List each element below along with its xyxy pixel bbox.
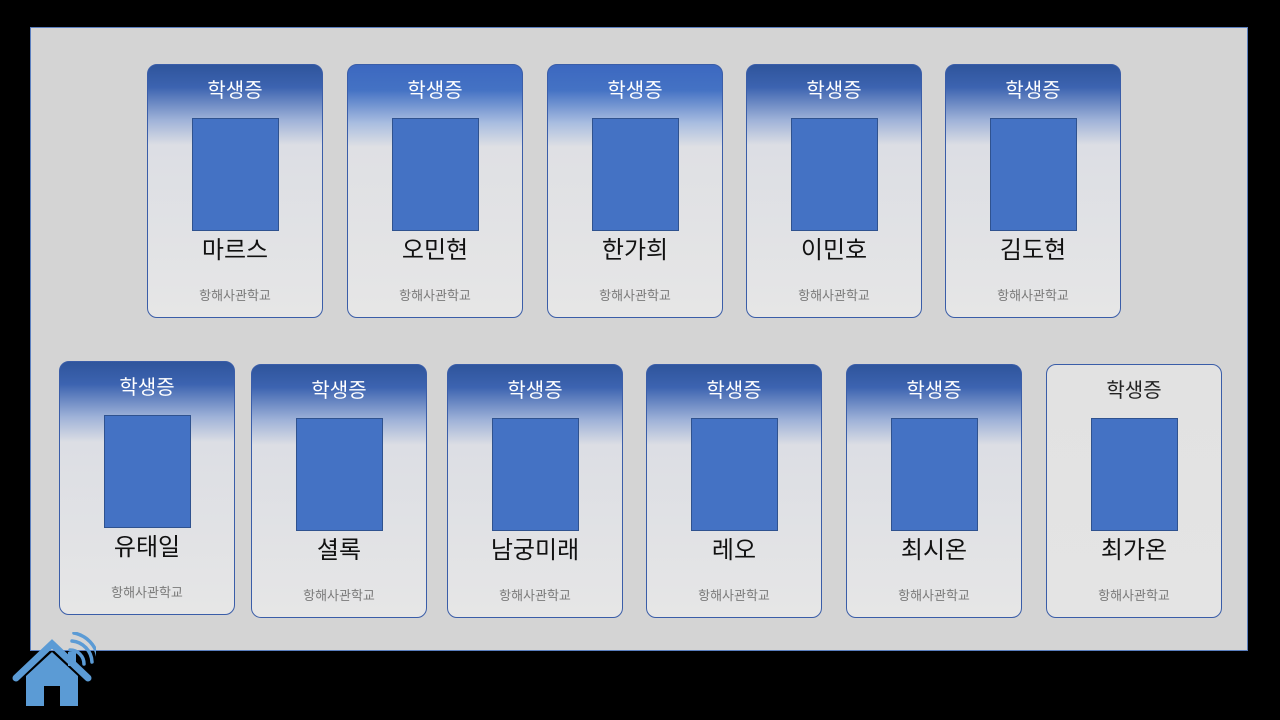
card-title: 학생증 xyxy=(1106,378,1162,402)
school-name: 항해사관학교 xyxy=(997,289,1069,304)
student-card-9[interactable]: 학생증 최시온 항해사관학교 xyxy=(846,364,1022,618)
card-title: 학생증 xyxy=(119,375,175,399)
student-name: 한가희 xyxy=(601,236,669,264)
card-title: 학생증 xyxy=(806,78,862,102)
photo-placeholder xyxy=(691,418,778,531)
photo-placeholder xyxy=(891,418,978,531)
student-name: 오민현 xyxy=(401,236,469,264)
student-card-10[interactable]: 학생증 최가온 항해사관학교 xyxy=(1046,364,1222,618)
school-name: 항해사관학교 xyxy=(798,289,870,304)
photo-placeholder xyxy=(492,418,579,531)
photo-placeholder xyxy=(1091,418,1178,531)
student-name: 마르스 xyxy=(201,236,269,264)
school-name: 항해사관학교 xyxy=(599,289,671,304)
school-name: 항해사관학교 xyxy=(111,586,183,601)
student-card-4[interactable]: 학생증 김도현 항해사관학교 xyxy=(945,64,1121,318)
card-title: 학생증 xyxy=(311,378,367,402)
student-card-8[interactable]: 학생증 레오 항해사관학교 xyxy=(646,364,822,618)
student-name: 김도현 xyxy=(999,236,1067,264)
card-title: 학생증 xyxy=(1005,78,1061,102)
school-name: 항해사관학교 xyxy=(499,589,571,604)
card-title: 학생증 xyxy=(207,78,263,102)
student-card-1[interactable]: 학생증 오민현 항해사관학교 xyxy=(347,64,523,318)
photo-placeholder xyxy=(192,118,279,231)
card-title: 학생증 xyxy=(706,378,762,402)
card-panel: 학생증 마르스 항해사관학교 학생증 오민현 항해사관학교 학생증 한가희 항해… xyxy=(30,27,1248,651)
card-title: 학생증 xyxy=(507,378,563,402)
photo-placeholder xyxy=(392,118,479,231)
photo-placeholder xyxy=(296,418,383,531)
photo-placeholder xyxy=(104,415,191,528)
photo-placeholder xyxy=(592,118,679,231)
student-card-5[interactable]: 학생증 유태일 항해사관학교 xyxy=(59,361,235,615)
school-name: 항해사관학교 xyxy=(698,589,770,604)
student-name: 유태일 xyxy=(113,533,181,561)
student-card-6[interactable]: 학생증 셜록 항해사관학교 xyxy=(251,364,427,618)
student-card-7[interactable]: 학생증 남궁미래 항해사관학교 xyxy=(447,364,623,618)
photo-placeholder xyxy=(990,118,1077,231)
student-name: 남궁미래 xyxy=(490,536,580,564)
school-name: 항해사관학교 xyxy=(1098,589,1170,604)
student-card-3[interactable]: 학생증 이민호 항해사관학교 xyxy=(746,64,922,318)
card-title: 학생증 xyxy=(607,78,663,102)
student-name: 최시온 xyxy=(900,536,968,564)
school-name: 항해사관학교 xyxy=(399,289,471,304)
school-name: 항해사관학교 xyxy=(303,589,375,604)
student-card-0[interactable]: 학생증 마르스 항해사관학교 xyxy=(147,64,323,318)
student-name: 최가온 xyxy=(1100,536,1168,564)
home-button[interactable] xyxy=(12,631,100,710)
photo-placeholder xyxy=(791,118,878,231)
home-wifi-icon xyxy=(12,631,100,706)
student-name: 셜록 xyxy=(316,536,362,564)
school-name: 항해사관학교 xyxy=(898,589,970,604)
student-name: 이민호 xyxy=(800,236,868,264)
student-name: 레오 xyxy=(711,536,757,564)
card-title: 학생증 xyxy=(407,78,463,102)
card-title: 학생증 xyxy=(906,378,962,402)
student-card-2[interactable]: 학생증 한가희 항해사관학교 xyxy=(547,64,723,318)
school-name: 항해사관학교 xyxy=(199,289,271,304)
